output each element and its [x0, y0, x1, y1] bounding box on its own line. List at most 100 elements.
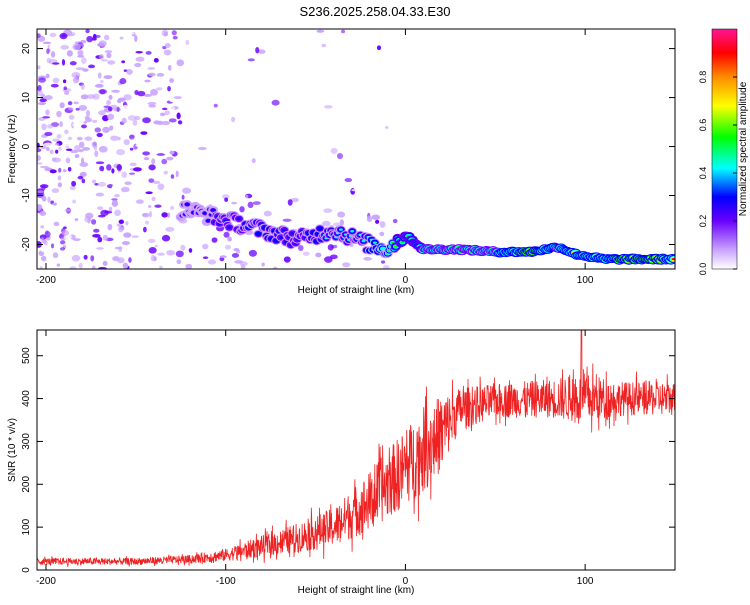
spectrogram-speckle-blob [97, 206, 104, 211]
spectrogram-speckle-blob [287, 199, 293, 206]
spectrogram-speckle-blob [142, 151, 150, 156]
spectrogram-speckle-blob [379, 231, 385, 237]
spectrogram-speckle-blob [102, 260, 108, 267]
spectrogram-speckle-blob [38, 77, 46, 83]
spectrogram-speckle-blob [330, 244, 338, 249]
spectrogram-speckle-blob [96, 132, 103, 138]
spectrogram-speckle-blob [55, 149, 59, 154]
spectrogram-x-tick-label: 0 [403, 275, 409, 286]
spectrogram-speckle-blob [73, 101, 79, 105]
spectrogram-ridge-cell [317, 227, 322, 230]
spectrogram-speckle-blob [141, 237, 146, 243]
spectrogram-speckle-blob [76, 157, 82, 163]
spectrogram-speckle-blob [157, 183, 165, 191]
spectrogram-speckle-blob [64, 208, 71, 212]
spectrogram-speckle-blob [143, 93, 152, 97]
spectrogram-speckle-blob [129, 147, 134, 151]
spectrogram-speckle-blob [94, 127, 102, 133]
spectrogram-speckle-blob [163, 49, 172, 56]
spectrogram-speckle-blob [322, 220, 331, 227]
spectrogram-speckle-blob [92, 179, 97, 184]
spectrogram-speckle-blob [92, 119, 98, 123]
spectrogram-speckle-blob [63, 90, 70, 96]
spectrogram-speckle-blob [63, 86, 68, 91]
spectrogram-speckle-blob [98, 53, 105, 60]
snr-x-tick-label: 0 [403, 576, 409, 587]
spectrogram-speckle-blob [63, 226, 67, 230]
spectrogram-speckle-blob [37, 84, 42, 92]
spectrogram-speckle-blob [106, 52, 112, 59]
spectrogram-speckle-blob [119, 36, 124, 40]
spectrogram-speckle-blob [154, 244, 158, 248]
spectrogram-speckle-blob [62, 169, 67, 173]
spectrogram-speckle-blob [297, 244, 304, 252]
spectrogram-speckle-blob [176, 112, 181, 120]
spectrogram-speckle-blob [67, 136, 73, 141]
spectrogram-speckle-blob [61, 34, 67, 38]
spectrogram-y-tick-label: 20 [21, 43, 32, 55]
spectrogram-speckle-blob [37, 90, 43, 97]
spectrogram-speckle-blob [114, 194, 120, 198]
spectrogram-speckle-blob [376, 45, 382, 51]
spectrogram-speckle-blob [148, 211, 153, 218]
spectrogram-speckle-blob [121, 117, 127, 124]
spectrogram-speckle-blob [316, 29, 325, 33]
spectrogram-ridge-cell [227, 226, 232, 229]
spectrogram-speckle-blob [84, 53, 93, 60]
spectrogram-speckle-blob [118, 225, 124, 233]
spectrogram-speckle-blob [78, 141, 85, 149]
spectrogram-speckle-blob [85, 117, 93, 123]
spectrogram-speckle-blob [156, 153, 166, 156]
spectrogram-speckle-blob [91, 37, 97, 41]
spectrogram-speckle-blob [49, 169, 57, 174]
spectrogram-speckle-blob [45, 109, 50, 116]
spectrogram-speckle-blob [181, 194, 185, 200]
spectrogram-speckle-blob [351, 188, 359, 192]
spectrogram-speckle-blob [148, 164, 156, 171]
spectrogram-speckle-blob [53, 99, 61, 107]
spectrogram-speckle-blob [119, 78, 127, 85]
spectrogram-speckle-blob [143, 157, 150, 161]
spectrogram-speckle-blob [81, 124, 87, 129]
spectrogram-speckle-blob [185, 263, 193, 269]
spectrogram-speckle-blob [108, 206, 113, 212]
spectrogram-speckle-blob [96, 247, 104, 250]
spectrogram-speckle-blob [67, 166, 72, 172]
spectrogram-speckle-blob [145, 191, 153, 195]
spectrogram-speckle-blob [98, 88, 108, 95]
spectrogram-speckle-blob [122, 262, 129, 269]
spectrogram-ridge-cell [237, 217, 242, 220]
spectrogram-speckle-blob [336, 152, 343, 160]
spectrogram-speckle-blob [273, 266, 278, 269]
spectrogram-y-tick-label: 10 [21, 92, 32, 104]
spectrogram-speckle-blob [49, 32, 57, 38]
spectrogram-speckle-blob [69, 266, 77, 269]
colorbar-tick-label: 0.4 [698, 167, 708, 180]
spectrogram-speckle-blob [92, 233, 101, 238]
spectrogram-speckle-blob [110, 135, 119, 141]
spectrogram-speckle-blob [104, 202, 110, 208]
spectrogram-speckle-blob [161, 212, 168, 218]
spectrogram-speckle-blob [167, 64, 172, 71]
spectrogram-speckle-blob [302, 251, 310, 256]
spectrogram-speckle-blob [171, 122, 180, 126]
spectrogram-speckle-blob [97, 72, 102, 79]
spectrogram-speckle-blob [383, 264, 390, 269]
spectrogram-speckle-blob [156, 72, 165, 77]
spectrogram-speckle-blob [103, 34, 110, 41]
spectrogram-speckle-blob [252, 201, 261, 205]
spectrogram-speckle-blob [46, 48, 50, 55]
spectrogram-speckle-blob [77, 148, 84, 153]
spectrogram-speckle-blob [52, 157, 61, 163]
spectrogram-speckle-blob [43, 240, 48, 246]
spectrogram-speckle-blob [127, 31, 135, 35]
spectrogram-speckle-blob [261, 262, 265, 267]
spectrogram-speckle-blob [223, 231, 230, 238]
spectrogram-speckle-blob [207, 259, 217, 265]
spectrogram-speckle-blob [41, 195, 47, 202]
spectrogram-speckle-blob [231, 116, 236, 123]
spectrogram-speckle-blob [137, 90, 146, 97]
spectrogram-speckle-blob [86, 263, 94, 268]
spectrogram-speckle-blob [271, 99, 280, 106]
spectrogram-speckle-blob [45, 146, 50, 152]
